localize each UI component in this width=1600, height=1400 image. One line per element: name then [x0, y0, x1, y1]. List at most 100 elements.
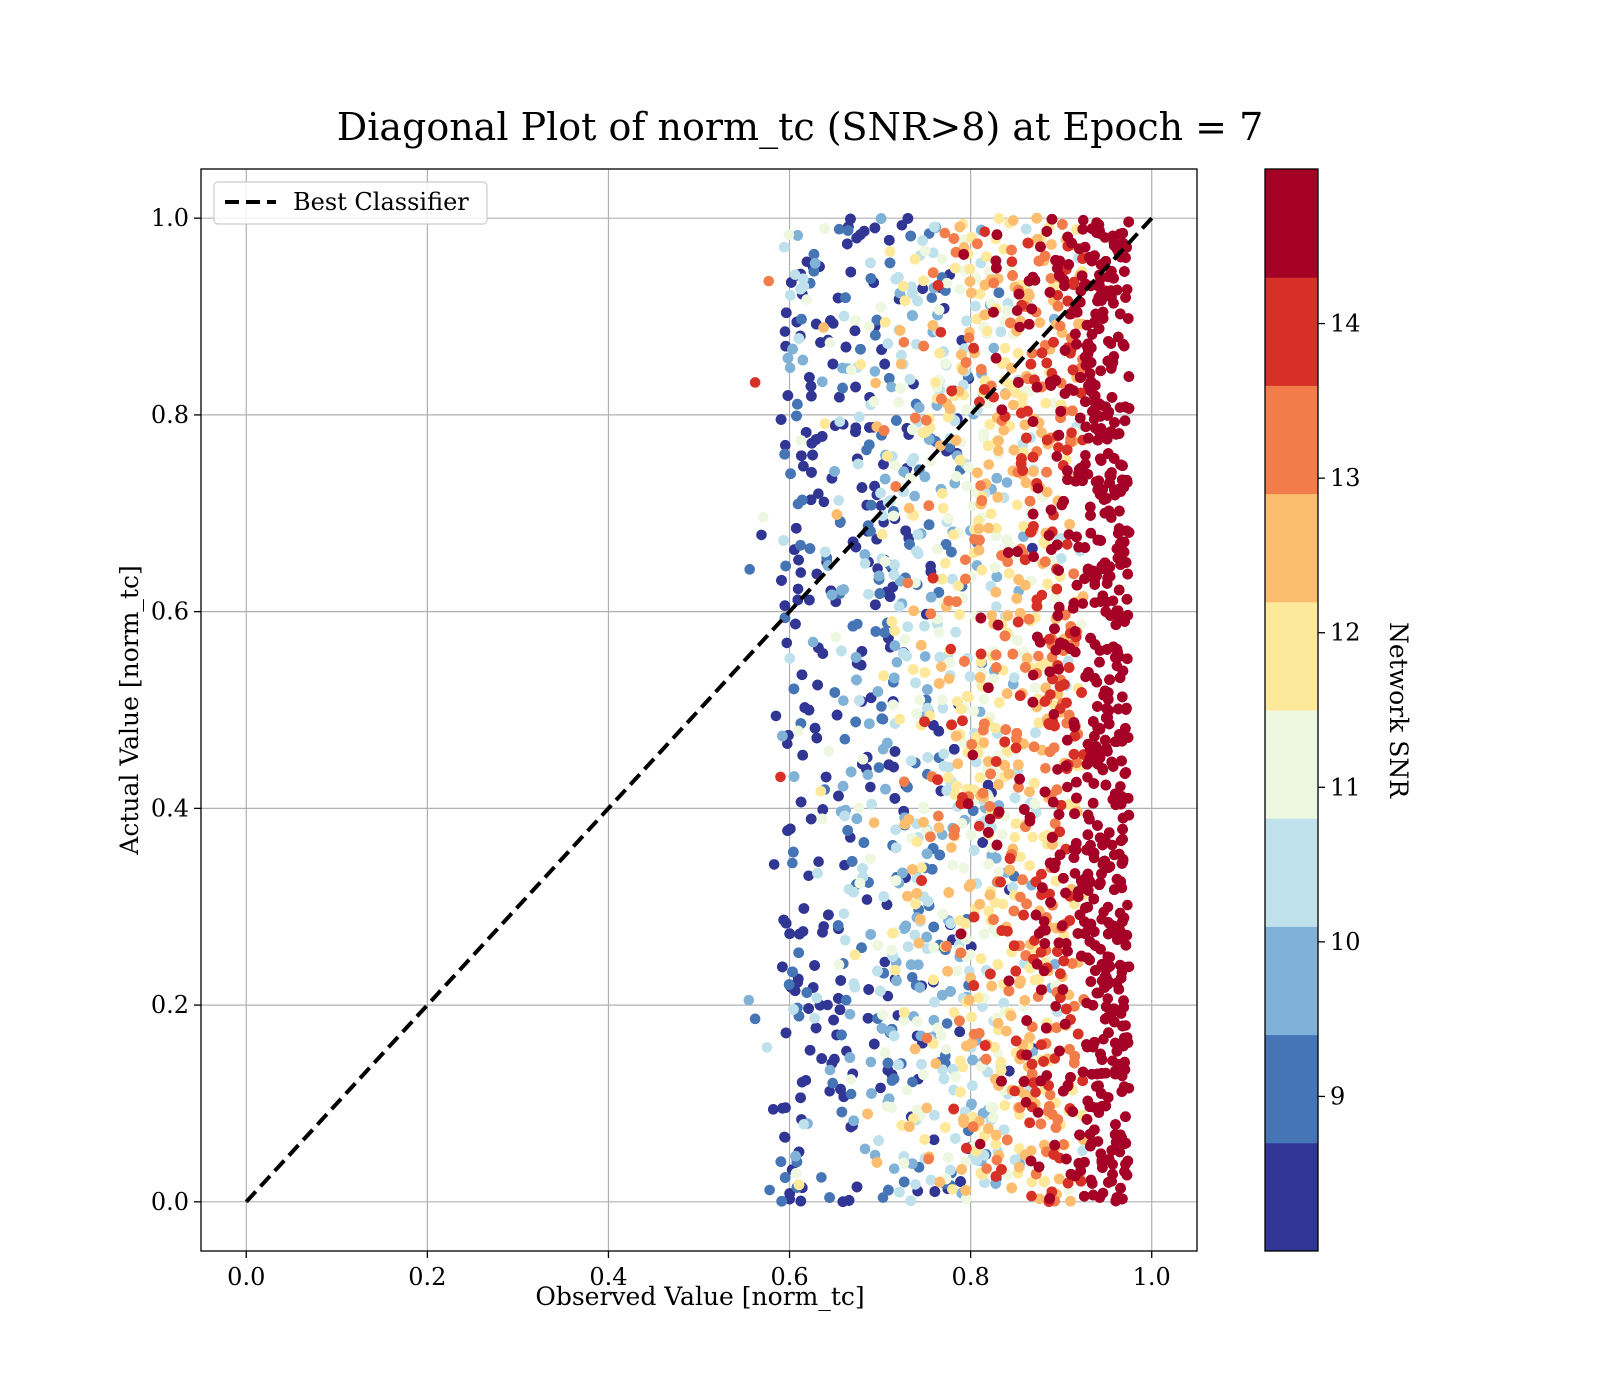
scatter-point: [905, 230, 916, 242]
scatter-point: [978, 737, 990, 748]
scatter-point: [857, 863, 868, 874]
scatter-point: [1010, 387, 1021, 398]
scatter-point: [870, 626, 882, 637]
scatter-point: [977, 1001, 988, 1012]
scatter-point: [881, 1101, 893, 1112]
scatter-point: [964, 671, 976, 682]
scatter-point: [904, 1121, 915, 1132]
scatter-point: [1001, 1025, 1012, 1037]
scatter-point: [855, 344, 866, 355]
scatter-point: [850, 381, 861, 393]
scatter-point: [895, 383, 906, 394]
scatter-point: [809, 722, 821, 734]
scatter-point: [981, 251, 992, 262]
scatter-point: [948, 529, 959, 541]
scatter-point: [823, 909, 834, 921]
scatter-point: [1011, 499, 1023, 511]
scatter-point: [926, 292, 938, 304]
scatter-point: [889, 625, 900, 637]
scatter-point: [865, 781, 876, 793]
scatter-point: [988, 342, 1000, 354]
scatter-point: [992, 959, 1004, 970]
scatter-point: [817, 804, 829, 815]
scatter-point: [809, 960, 820, 971]
scatter-point: [999, 1100, 1011, 1111]
scatter-point: [966, 941, 977, 952]
scatter-point: [898, 923, 910, 934]
scatter-point: [999, 342, 1011, 354]
scatter-point: [886, 1075, 898, 1086]
scatter-point: [907, 288, 918, 299]
scatter-point: [1055, 553, 1067, 564]
scatter-point: [891, 657, 903, 668]
scatter-point: [777, 730, 788, 742]
scatter-point: [1001, 534, 1013, 545]
scatter-point: [927, 320, 939, 331]
scatter-point: [925, 591, 937, 603]
scatter-point: [782, 738, 793, 750]
scatter-point: [831, 509, 843, 520]
scatter-point: [844, 1009, 856, 1020]
scatter-point: [828, 318, 839, 329]
scatter-point: [898, 281, 909, 292]
scatter-point: [891, 842, 902, 854]
scatter-point: [804, 372, 815, 383]
scatter-point: [780, 1027, 792, 1039]
scatter-point: [798, 281, 810, 292]
scatter-point: [965, 829, 977, 841]
scatter-point: [834, 416, 846, 427]
scatter-point: [801, 294, 812, 305]
scatter-point: [1042, 578, 1053, 590]
scatter-point: [918, 1069, 929, 1080]
scatter-point: [780, 917, 792, 929]
scatter-point: [795, 540, 806, 551]
scatter-point: [983, 858, 994, 870]
scatter-point: [820, 546, 831, 558]
scatter-point: [973, 523, 985, 534]
scatter-point: [878, 891, 889, 902]
scatter-point: [838, 310, 850, 322]
scatter-point: [795, 435, 807, 446]
scatter-point: [874, 588, 886, 599]
scatter-point: [1034, 317, 1046, 328]
scatter-point: [1008, 399, 1019, 411]
scatter-point: [883, 1184, 894, 1196]
scatter-point: [889, 746, 901, 757]
scatter-point: [934, 678, 945, 689]
scatter-point: [1003, 568, 1015, 579]
scatter-point: [797, 494, 808, 506]
scatter-point: [794, 928, 805, 940]
scatter-point: [850, 314, 861, 326]
scatter-point: [945, 986, 956, 997]
scatter-point: [884, 235, 895, 246]
scatter-point: [889, 640, 901, 651]
scatter-point: [1004, 1065, 1015, 1077]
scatter-point: [837, 780, 849, 792]
scatter-point: [940, 1044, 952, 1055]
scatter-point: [990, 586, 1002, 598]
scatter-point: [891, 975, 902, 987]
scatter-point: [985, 508, 997, 520]
scatter-point: [798, 460, 809, 472]
scatter-point: [887, 699, 899, 711]
scatter-point: [878, 670, 889, 682]
scatter-point: [880, 783, 891, 795]
scatter-point: [918, 817, 929, 828]
scatter-point: [993, 779, 1004, 790]
scatter-point: [954, 283, 966, 295]
scatter-point: [845, 1088, 857, 1100]
scatter-point: [851, 674, 862, 686]
scatter-point: [889, 559, 900, 570]
scatter-point: [833, 959, 845, 970]
scatter-point: [1010, 818, 1022, 829]
scatter-point: [790, 1150, 801, 1162]
scatter-point: [875, 487, 886, 499]
scatter-point: [808, 265, 820, 277]
scatter-point: [891, 415, 902, 426]
scatter-point: [930, 1058, 942, 1069]
scatter-point: [1014, 978, 1025, 989]
scatter-point: [793, 973, 804, 985]
scatter-point: [865, 257, 876, 269]
scatter-point: [888, 510, 899, 522]
scatter-point: [862, 1013, 874, 1024]
